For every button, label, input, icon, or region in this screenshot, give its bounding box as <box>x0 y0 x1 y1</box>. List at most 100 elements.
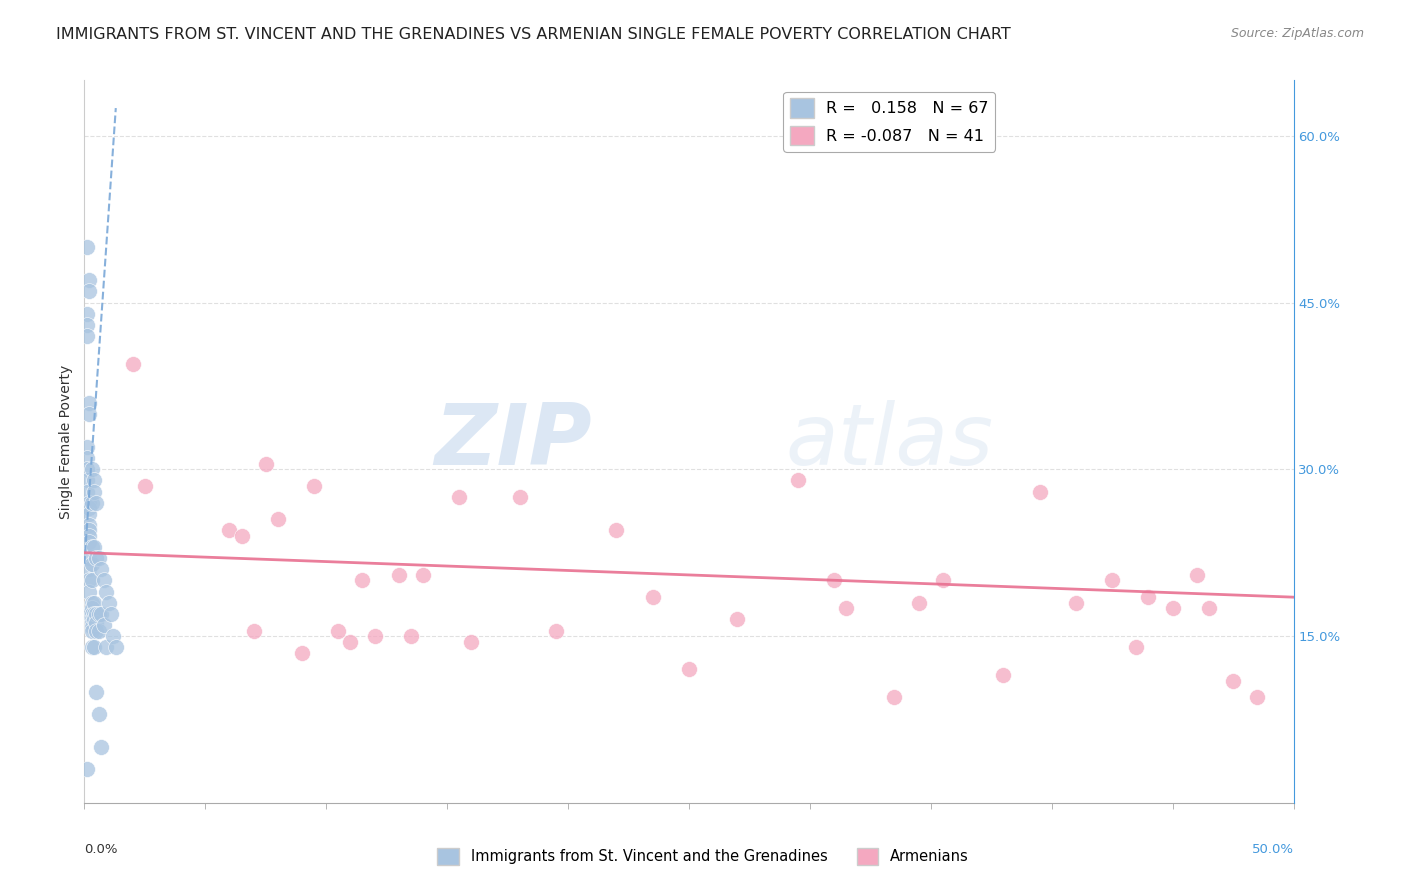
Point <box>412 568 434 582</box>
Point <box>907 596 929 610</box>
Point <box>76 763 98 777</box>
Point <box>1028 484 1050 499</box>
Point <box>76 474 98 488</box>
Point <box>80 557 103 571</box>
Point <box>80 640 103 655</box>
Point <box>1101 574 1123 588</box>
Y-axis label: Single Female Poverty: Single Female Poverty <box>59 365 73 518</box>
Point <box>254 457 277 471</box>
Point <box>77 551 100 566</box>
Point <box>83 612 105 626</box>
Point <box>242 624 264 638</box>
Point <box>134 479 156 493</box>
Point <box>291 646 314 660</box>
Point <box>80 601 103 615</box>
Point <box>103 629 125 643</box>
Point <box>80 596 103 610</box>
Point <box>460 634 482 648</box>
Point <box>1222 673 1244 688</box>
Text: 50.0%: 50.0% <box>1251 843 1294 855</box>
Text: atlas: atlas <box>786 400 994 483</box>
Point <box>77 517 100 532</box>
Point <box>83 474 105 488</box>
Point <box>1161 601 1184 615</box>
Point <box>449 490 471 504</box>
Point <box>86 684 108 698</box>
Point <box>80 615 103 630</box>
Point <box>399 629 422 643</box>
Point <box>80 462 103 476</box>
Point <box>835 601 858 615</box>
Point <box>76 440 98 454</box>
Point <box>352 574 374 588</box>
Point <box>104 640 127 655</box>
Point <box>77 285 100 299</box>
Point <box>90 607 112 621</box>
Point <box>90 562 112 576</box>
Point <box>86 607 108 621</box>
Point <box>77 507 100 521</box>
Point <box>94 640 117 655</box>
Point <box>77 407 100 421</box>
Point <box>76 240 98 254</box>
Point <box>267 512 290 526</box>
Point <box>823 574 845 588</box>
Point <box>77 574 100 588</box>
Text: 0.0%: 0.0% <box>84 843 118 855</box>
Point <box>77 607 100 621</box>
Point <box>90 740 112 755</box>
Point <box>80 607 103 621</box>
Point <box>87 551 110 566</box>
Point <box>1064 596 1087 610</box>
Point <box>80 624 103 638</box>
Point <box>363 629 385 643</box>
Point <box>83 484 105 499</box>
Point <box>87 624 110 638</box>
Point <box>77 534 100 549</box>
Point <box>87 706 110 721</box>
Legend: R =   0.158   N = 67, R = -0.087   N = 41: R = 0.158 N = 67, R = -0.087 N = 41 <box>783 92 995 152</box>
Point <box>77 395 100 409</box>
Point <box>76 484 98 499</box>
Point <box>93 618 115 632</box>
Point <box>83 540 105 554</box>
Point <box>86 624 108 638</box>
Point <box>339 634 361 648</box>
Point <box>76 451 98 466</box>
Point <box>388 568 411 582</box>
Point <box>883 690 905 705</box>
Point <box>76 318 98 332</box>
Point <box>97 596 120 610</box>
Point <box>83 640 105 655</box>
Point <box>80 612 103 626</box>
Point <box>100 607 122 621</box>
Point <box>77 584 100 599</box>
Point <box>328 624 350 638</box>
Point <box>86 496 108 510</box>
Point <box>83 596 105 610</box>
Point <box>77 529 100 543</box>
Point <box>509 490 531 504</box>
Point <box>80 540 103 554</box>
Point <box>605 524 627 538</box>
Point <box>231 529 253 543</box>
Point <box>1125 640 1147 655</box>
Point <box>94 584 117 599</box>
Point <box>993 668 1015 682</box>
Point <box>725 612 748 626</box>
Point <box>76 329 98 343</box>
Point <box>1246 690 1268 705</box>
Text: ZIP: ZIP <box>434 400 592 483</box>
Point <box>76 462 98 476</box>
Point <box>77 273 100 287</box>
Point <box>641 590 664 604</box>
Text: Source: ZipAtlas.com: Source: ZipAtlas.com <box>1230 27 1364 40</box>
Point <box>678 662 700 676</box>
Point <box>80 496 103 510</box>
Point <box>77 562 100 576</box>
Point <box>87 607 110 621</box>
Point <box>86 551 108 566</box>
Point <box>83 607 105 621</box>
Point <box>1185 568 1208 582</box>
Point <box>121 357 143 371</box>
